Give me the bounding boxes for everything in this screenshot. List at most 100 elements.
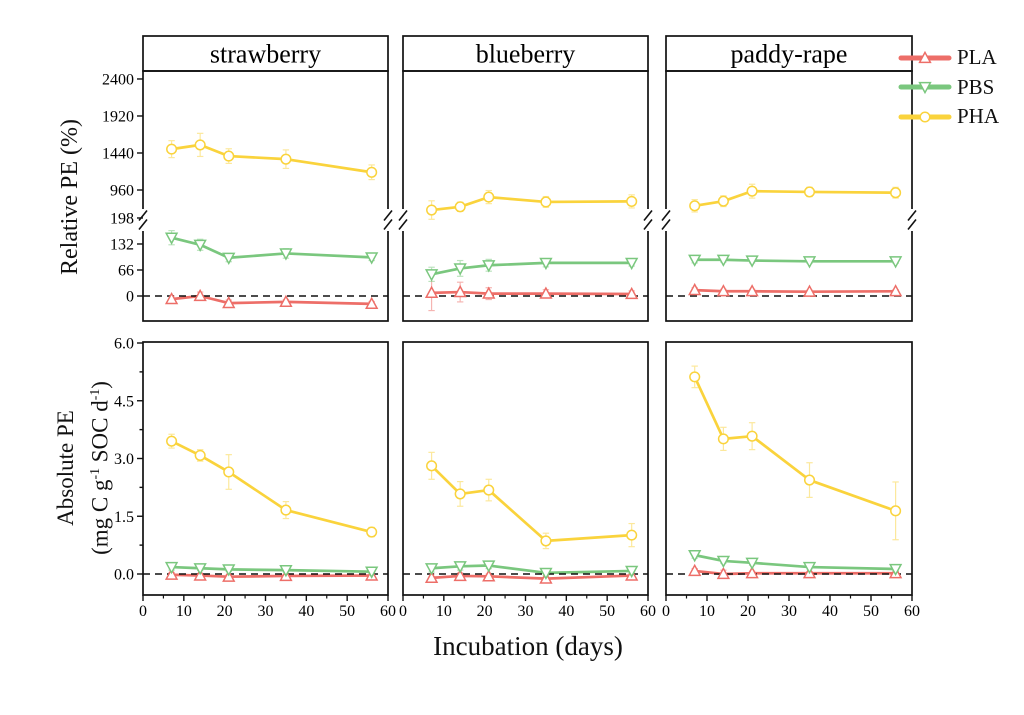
panel-frame — [402, 341, 649, 596]
unit-text: ) — [87, 381, 113, 389]
x-axis-label: Incubation (days) — [433, 631, 623, 661]
marker-PLA — [453, 284, 467, 298]
marker-PHA — [454, 488, 466, 500]
triangle-down-marker-icon — [918, 82, 932, 95]
triangle-up-marker-icon — [918, 50, 932, 63]
axis-break-slash — [398, 210, 408, 221]
panel-frame — [142, 341, 389, 596]
x-tick-label: 30 — [258, 603, 274, 620]
x-tick-label: 0 — [662, 603, 670, 620]
marker-PLA — [482, 286, 496, 299]
marker-PBS — [365, 566, 379, 579]
marker-PBS — [745, 255, 759, 268]
y-tick-label: 66 — [118, 262, 134, 279]
legend-label-pha: PHA — [957, 104, 1000, 129]
pbs-line-marker-swatch — [898, 82, 952, 95]
x-tick-label: 30 — [518, 603, 534, 620]
marker-PBS — [625, 565, 639, 579]
x-tick-label: 10 — [699, 603, 715, 620]
marker-PHA — [626, 529, 638, 541]
y-tick-label: 0 — [126, 289, 134, 306]
marker-PBS — [453, 561, 467, 574]
axis-break-slash — [907, 219, 917, 230]
panel-blueberry-relative-pe: blueberry — [398, 35, 653, 322]
marker-PBS — [539, 567, 553, 581]
circle-marker-icon — [919, 111, 931, 123]
marker-PHA — [689, 200, 701, 212]
panel-title-box — [142, 35, 389, 72]
marker-PHA — [540, 196, 552, 208]
marker-PLA — [716, 566, 731, 580]
marker-PBS — [222, 252, 236, 265]
legend-item-pha: PHA — [898, 102, 999, 132]
unit-superscript: -1 — [87, 388, 102, 401]
axis-break-slash — [398, 219, 408, 230]
series-line-PHA — [430, 464, 634, 543]
y-tick-label: 1.5 — [114, 509, 134, 526]
y-tick-label: 6.0 — [114, 336, 134, 353]
x-tick-label: 60 — [380, 603, 396, 620]
pha-line-marker-swatch — [898, 111, 952, 123]
legend-label-pla: PLA — [957, 45, 997, 70]
marker-PLA — [222, 295, 236, 309]
panel-paddy-rape-relative-pe: paddy-rape — [661, 35, 917, 322]
x-tick-label: 50 — [599, 603, 615, 620]
error-bars-PHA — [428, 451, 635, 550]
marker-PLA — [164, 291, 179, 305]
marker-PHA — [166, 143, 178, 155]
marker-PBS — [482, 560, 496, 573]
marker-PLA — [279, 294, 293, 308]
marker-PHA — [426, 460, 438, 472]
panel-title-box — [402, 35, 649, 72]
y-axis-label-absolute-pe: Absolute PE (mg C g-1 SOC d-1) — [51, 303, 113, 633]
marker-PHA — [890, 187, 902, 199]
panel-blueberry-absolute-pe: 0 10 20 30 40 50 60 — [399, 341, 656, 620]
marker-PHA — [717, 195, 729, 207]
marker-PHA — [717, 433, 729, 445]
axis-break-gap — [663, 209, 669, 231]
marker-PBS — [716, 254, 731, 267]
y-tick-label: 4.5 — [114, 393, 134, 410]
marker-PBS — [802, 561, 817, 575]
marker-PLA — [539, 286, 553, 299]
x-tick-label: 30 — [781, 603, 797, 620]
marker-PHA — [366, 526, 378, 538]
x-tick-label: 50 — [863, 603, 879, 620]
x-tick-label: 20 — [740, 603, 756, 620]
unit-text: SOC d — [87, 400, 113, 469]
marker-PHA — [746, 185, 758, 197]
marker-PBS — [424, 563, 439, 576]
y-tick-label: 2400 — [102, 71, 134, 88]
axis-break-gap — [385, 209, 391, 231]
panel-frame — [402, 70, 649, 322]
panel-title: strawberry — [210, 40, 321, 69]
y-axis-label-relative-pe: Relative PE (%) — [57, 119, 83, 275]
marker-PBS — [625, 257, 639, 271]
marker-PBS — [888, 256, 903, 269]
marker-PHA — [689, 371, 701, 383]
x-tick-label: 40 — [822, 603, 838, 620]
axis-break-gap — [909, 209, 915, 231]
marker-PBS — [279, 248, 293, 261]
y-tick-label: 3.0 — [114, 451, 134, 468]
marker-PBS — [424, 269, 439, 282]
marker-PLA — [688, 563, 702, 577]
panel-title: blueberry — [476, 40, 576, 69]
marker-PHA — [280, 153, 292, 165]
axis-break-slash — [661, 219, 671, 230]
marker-PLA — [745, 284, 759, 297]
marker-PLA — [193, 288, 207, 302]
marker-PLA — [802, 284, 817, 297]
panel-strawberry-relative-pe: strawberry 0 66 132 198 960 1440 1920 2400 — [102, 35, 393, 322]
marker-PHA — [366, 166, 378, 178]
axis-break-gap — [645, 209, 651, 231]
panel-title: paddy-rape — [731, 40, 848, 69]
marker-PBS — [193, 563, 207, 576]
marker-PLA — [716, 284, 731, 297]
marker-PBS — [716, 555, 731, 569]
marker-PBS — [164, 561, 179, 575]
marker-PBS — [193, 239, 207, 252]
axis-break-slash — [907, 210, 917, 221]
marker-PLA — [453, 568, 467, 582]
